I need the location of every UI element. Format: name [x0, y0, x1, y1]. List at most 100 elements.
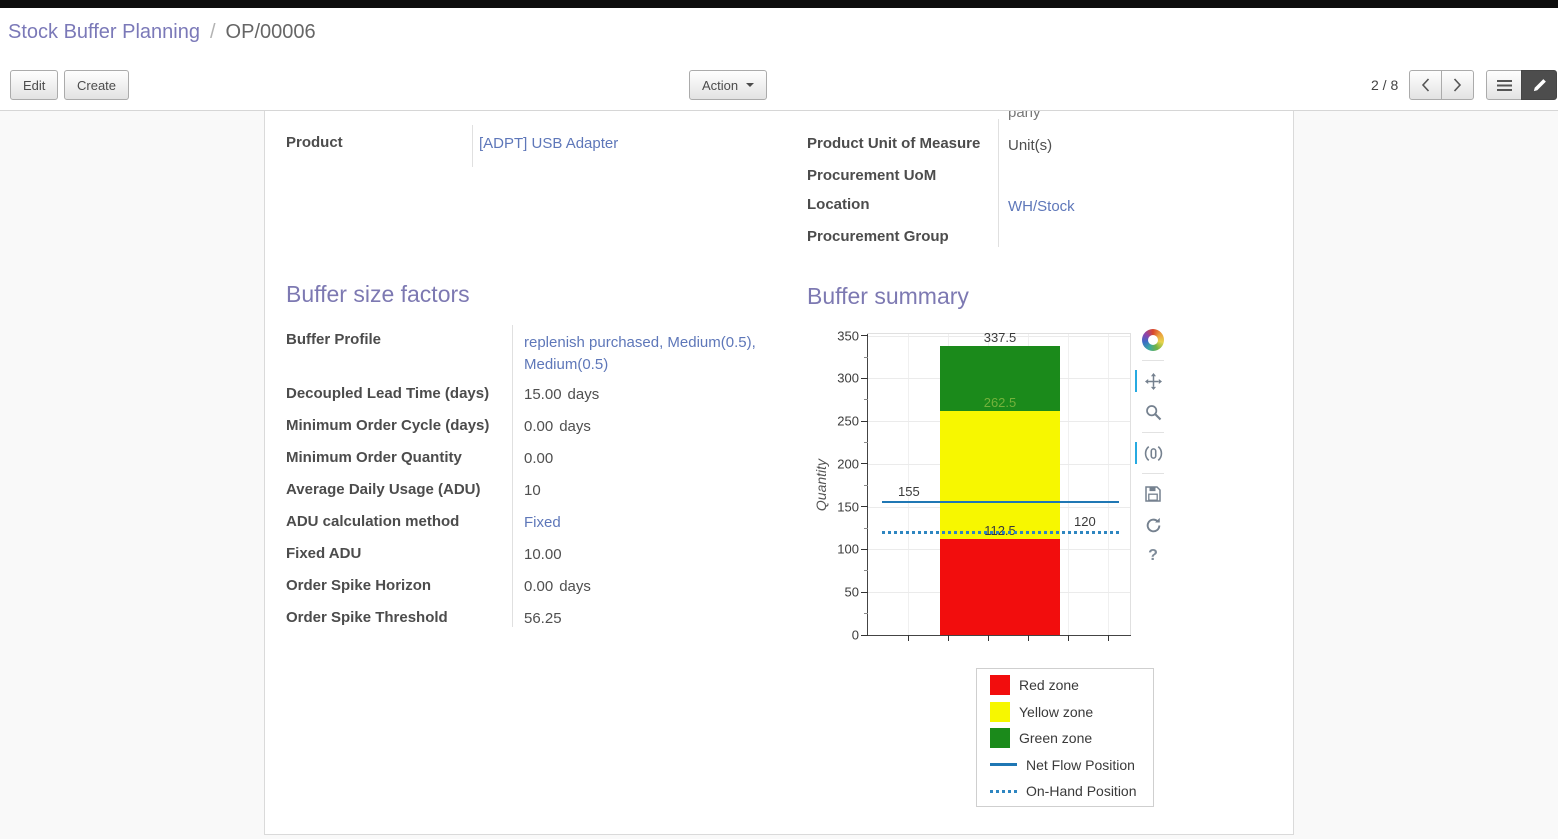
y-axis-line [867, 334, 868, 635]
wheel-zoom-icon[interactable] [1135, 442, 1164, 464]
decoupled-lead-time-value: 15.00 [524, 386, 562, 403]
toolbar-divider [1142, 473, 1164, 474]
field-label: Decoupled Lead Time (days) [286, 385, 490, 402]
order-spike-threshold-value: 56.25 [524, 610, 562, 627]
y-tick-mark [861, 420, 868, 422]
field-label: Average Daily Usage (ADU) [286, 481, 481, 498]
create-button[interactable]: Create [64, 70, 130, 100]
zone-boundary-label: 337.5 [983, 330, 1017, 346]
pager-next-button[interactable] [1441, 70, 1474, 100]
y-minor-tick [864, 527, 868, 529]
list-view-button[interactable] [1486, 70, 1522, 100]
pager-previous-button[interactable] [1409, 70, 1442, 100]
pan-tool-icon[interactable] [1135, 370, 1164, 392]
reset-icon[interactable] [1142, 514, 1164, 536]
list-icon [1496, 79, 1512, 91]
legend-item-on-hand: On-Hand Position [977, 778, 1153, 805]
field-row-order-spike-threshold: Order Spike Threshold 56.25 [265, 609, 785, 633]
field-label: ADU calculation method [286, 513, 460, 530]
uom-field-label: Product Unit of Measure [807, 135, 981, 152]
yellow-zone-swatch [990, 701, 1010, 722]
buffer-profile-link[interactable]: replenish purchased, Medium(0.5), Medium… [524, 334, 756, 373]
main-content: pany Product [ADPT] USB Adapter Product … [0, 111, 1558, 839]
field-row-min-order-cycle: Minimum Order Cycle (days) 0.00 days [265, 417, 785, 441]
view-switcher [1486, 70, 1557, 100]
legend-item-green-zone: Green zone [977, 725, 1153, 752]
bokeh-logo-icon[interactable] [1142, 329, 1164, 351]
y-minor-tick [864, 356, 868, 358]
label-separator-line [998, 119, 999, 247]
legend-label: Yellow zone [1019, 703, 1094, 720]
green-zone-swatch [990, 728, 1010, 749]
chevron-right-icon [1453, 78, 1462, 92]
field-label: Order Spike Threshold [286, 609, 448, 626]
breadcrumb-inner: Stock Buffer Planning / OP/00006 [8, 21, 316, 44]
edit-button[interactable]: Edit [10, 70, 59, 100]
net-flow-line-swatch [990, 763, 1017, 767]
form-pencil-icon [1533, 78, 1546, 91]
top-menu-bar [0, 0, 1558, 8]
field-row-adu-method: ADU calculation method Fixed [265, 513, 785, 537]
zone-boundary-label: 262.5 [983, 394, 1017, 410]
adu-value: 10 [524, 482, 541, 499]
box-zoom-icon[interactable] [1142, 401, 1164, 423]
buffer-chart[interactable]: 0 50 100 150 200 250 300 350 112.5 262.5 337.5 155 1… [837, 328, 1131, 643]
pager [1409, 70, 1474, 100]
help-icon[interactable]: ? [1142, 545, 1164, 567]
legend-label: Net Flow Position [1026, 756, 1135, 773]
save-icon[interactable] [1142, 483, 1164, 505]
action-dropdown-button[interactable]: Action [689, 70, 768, 100]
y-tick-label: 100 [837, 541, 859, 557]
y-tick-mark [861, 548, 868, 550]
procurement-uom-field-label: Procurement UoM [807, 167, 937, 184]
y-tick-label: 150 [837, 499, 859, 515]
order-spike-horizon-value: 0.00 [524, 578, 554, 595]
breadcrumb-current: OP/00006 [225, 21, 316, 43]
x-tick-mark [1107, 635, 1109, 641]
product-field-label: Product [286, 134, 343, 151]
location-link[interactable]: WH/Stock [1008, 198, 1075, 215]
y-tick-label: 300 [837, 370, 859, 386]
zone-boundary-label: 112.5 [984, 522, 1016, 538]
legend-label: Green zone [1019, 730, 1093, 747]
y-tick-mark [861, 463, 868, 465]
field-label: Minimum Order Quantity [286, 449, 462, 466]
legend-label: Red zone [1019, 677, 1079, 694]
buffer-summary-title: Buffer summary [807, 283, 969, 309]
unit-label: days [567, 386, 600, 403]
buffer-size-factors-title: Buffer size factors [286, 281, 470, 307]
procurement-group-field-label: Procurement Group [807, 228, 949, 245]
breadcrumb-separator: / [209, 21, 216, 43]
product-link[interactable]: [ADPT] USB Adapter [479, 135, 619, 152]
yellow-zone [940, 410, 1060, 539]
y-tick-label: 0 [851, 627, 859, 643]
x-tick-mark [907, 635, 909, 641]
field-label: Fixed ADU [286, 545, 362, 562]
control-panel: Edit Create Action 2 / 8 [0, 60, 1558, 111]
x-axis-line [867, 635, 1131, 636]
question-mark-glyph: ? [1148, 547, 1158, 564]
chart-legend: Red zone Yellow zone Green zone Net Flow… [976, 668, 1154, 807]
x-gridline [908, 334, 909, 635]
y-minor-tick [864, 484, 868, 486]
caret-down-icon [746, 83, 755, 91]
clipped-field-value: pany [1008, 111, 1041, 121]
x-tick-mark [947, 635, 949, 641]
field-label: Minimum Order Cycle (days) [286, 417, 490, 434]
x-gridline [1108, 334, 1109, 635]
legend-item-net-flow: Net Flow Position [977, 752, 1153, 779]
unit-label: days [559, 578, 591, 595]
red-zone [940, 538, 1060, 635]
x-tick-mark [1027, 635, 1029, 641]
x-tick-mark [987, 635, 989, 641]
breadcrumb-parent-link[interactable]: Stock Buffer Planning [8, 21, 200, 43]
field-label: Buffer Profile [286, 331, 382, 348]
form-view-button[interactable] [1521, 70, 1557, 100]
red-zone-swatch [990, 675, 1010, 696]
toolbar-divider [1142, 360, 1164, 361]
adu-method-link[interactable]: Fixed [524, 514, 561, 531]
toolbar-divider [1142, 432, 1164, 433]
y-tick-mark [861, 335, 868, 337]
field-row-buffer-profile: Buffer Profile replenish purchased, Medi… [265, 331, 785, 373]
label-separator-line [512, 325, 513, 627]
